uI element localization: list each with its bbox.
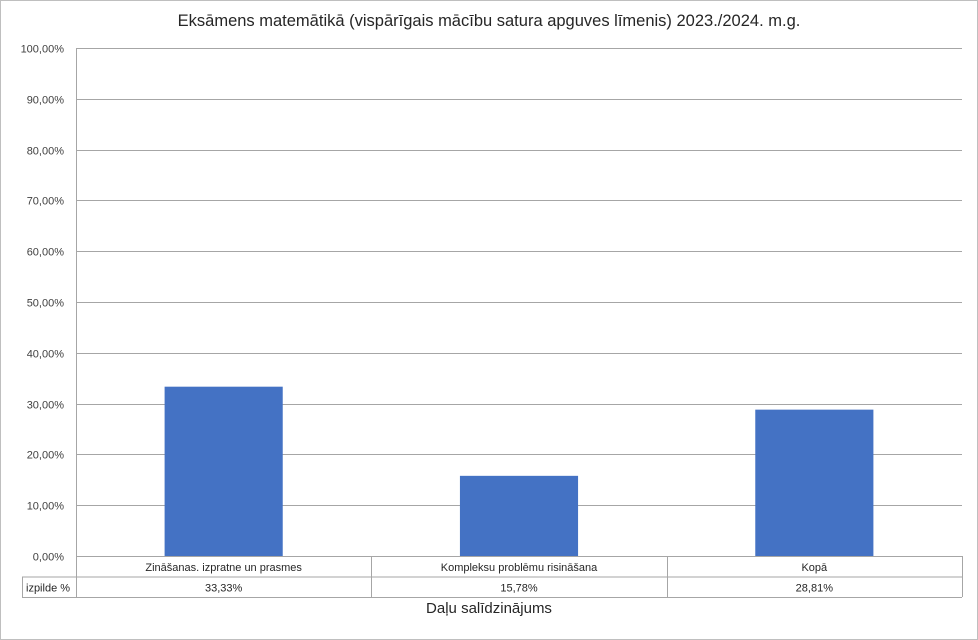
bar — [164, 386, 283, 556]
y-tick-label: 90,00% — [27, 95, 65, 107]
y-tick-label: 100,00% — [21, 44, 65, 56]
chart-title: Eksāmens matemātikā (vispārīgais mācību … — [177, 12, 801, 30]
y-tick-label: 40,00% — [27, 349, 65, 361]
x-tick-label: Zināšanas. izpratne un prasmes — [145, 562, 302, 574]
series-name-cell: izpilde % — [26, 583, 70, 595]
bars — [164, 386, 874, 556]
data-label: 33,33% — [205, 583, 243, 595]
data-label: 15,78% — [500, 583, 538, 595]
gridlines — [76, 48, 962, 557]
bar — [459, 475, 579, 556]
y-tick-label: 10,00% — [27, 501, 65, 513]
y-tick-label: 70,00% — [27, 196, 65, 208]
y-tick-label: 20,00% — [27, 450, 65, 462]
x-tick-label: Kompleksu problēmu risināšana — [441, 562, 598, 574]
y-tick-label: 0,00% — [33, 552, 64, 564]
y-tick-label: 80,00% — [27, 146, 65, 158]
y-axis: 0,00% 10,00% 20,00% 30,00% 40,00% 50,00% 60,00… — [21, 44, 77, 564]
y-tick-label: 60,00% — [27, 247, 65, 259]
x-tick-label: Kopā — [801, 562, 828, 574]
y-tick-label: 30,00% — [27, 400, 65, 412]
y-tick-label: 50,00% — [27, 298, 65, 310]
x-axis-title: Daļu salīdzinājums — [426, 600, 552, 617]
data-table: Zināšanas. izpratne un prasmes Kompleksu … — [22, 556, 963, 598]
data-label: 28,81% — [796, 583, 834, 595]
bar — [755, 409, 874, 556]
